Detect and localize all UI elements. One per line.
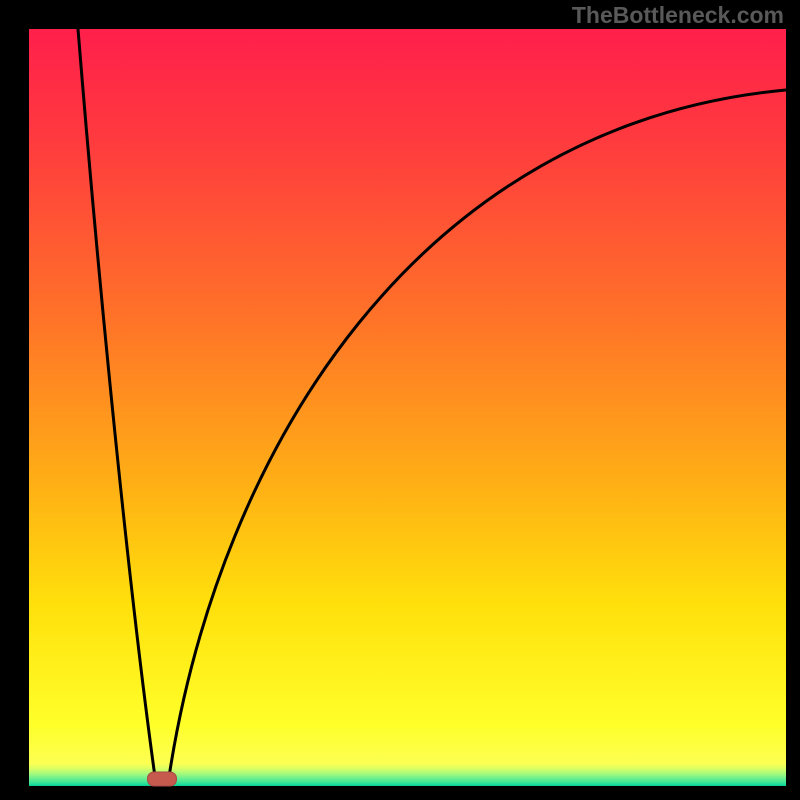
plot-area <box>29 29 786 786</box>
optimal-point-marker <box>147 772 177 787</box>
curve-right-branch <box>169 90 786 777</box>
curve-left-branch <box>78 29 155 777</box>
watermark-text: TheBottleneck.com <box>572 2 784 29</box>
chart-frame: TheBottleneck.com <box>0 0 800 800</box>
bottleneck-curve <box>29 29 786 786</box>
